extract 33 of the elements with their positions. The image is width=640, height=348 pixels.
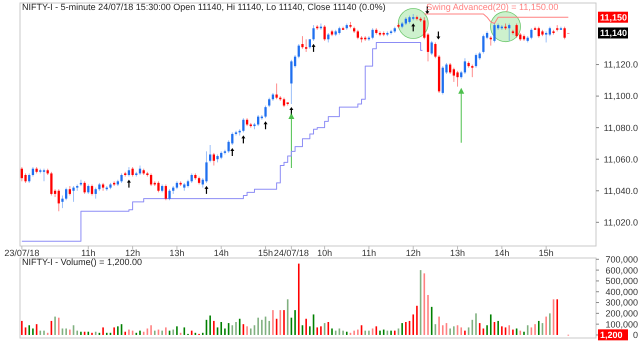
x-tick-label: 23/07/18 bbox=[4, 248, 40, 258]
x-tick-label: 12h bbox=[406, 248, 421, 258]
y-tick-label: 400,000 bbox=[605, 286, 638, 297]
x-tick-label: 24/07/18 bbox=[274, 248, 309, 258]
x-tick-label: 11h bbox=[362, 248, 376, 258]
x-tick-label: 13h bbox=[169, 248, 184, 258]
text: 1,200 bbox=[600, 330, 623, 340]
y-tick-label: 11,100.0 bbox=[604, 91, 638, 102]
x-tick-label: 14h bbox=[214, 248, 229, 258]
text: 11,140 bbox=[600, 28, 628, 38]
y-tick-label: 11,060.0 bbox=[604, 154, 638, 164]
y-tick-label: 11,040.0 bbox=[604, 186, 638, 196]
text: 11,150 bbox=[600, 12, 628, 22]
x-tick-label: 15h bbox=[258, 248, 274, 258]
series-label: Swing Advanced(20) = 11,150.00 bbox=[426, 2, 558, 12]
y-tick-label: 500,000 bbox=[605, 276, 638, 286]
y-tick-label: 100,000 bbox=[605, 319, 638, 330]
y-tick-label: 11,080.0 bbox=[604, 122, 638, 133]
x-tick-label: 10h bbox=[317, 248, 332, 258]
chart-title: NIFTY-I - Volume() = 1,200.00 bbox=[22, 257, 142, 267]
y-tick-label: 11,020.0 bbox=[604, 217, 638, 228]
y-tick-label: 11,120.0 bbox=[604, 60, 638, 70]
x-tick-label: 12h bbox=[125, 248, 140, 258]
x-tick-label: 11h bbox=[81, 248, 96, 258]
x-tick-label: 15h bbox=[538, 248, 554, 258]
y-tick-label: 600,000 bbox=[605, 265, 638, 276]
x-tick-label: 13h bbox=[450, 248, 466, 258]
x-tick-label: 14h bbox=[494, 248, 510, 258]
y-tick-label: 200,000 bbox=[605, 308, 638, 318]
y-tick-label: 0 bbox=[632, 330, 638, 340]
y-tick-label: 700,000 bbox=[605, 254, 638, 264]
y-tick-label: 300,000 bbox=[605, 298, 638, 308]
chart-title: NIFTY-I - 5-minute 24/07/18 15:30:00 Open 11140, Hi 11140, Lo 11140, Close 11140 (0.0%) bbox=[22, 2, 386, 12]
